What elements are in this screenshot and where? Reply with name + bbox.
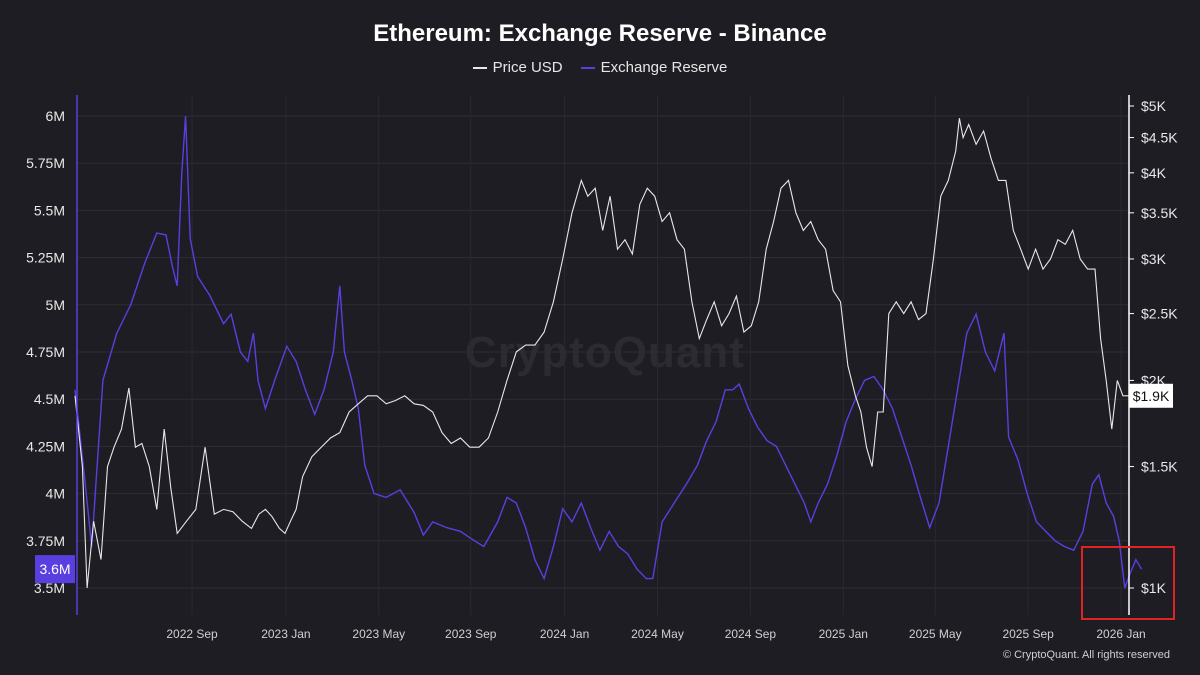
chart-title: Ethereum: Exchange Reserve - Binance [373,20,827,47]
grid-lines [77,95,1129,615]
x-tick-label: 2026 Jan [1096,627,1145,641]
left-tick-label: 6M [46,108,65,124]
highlight-annotation-box [1081,546,1175,620]
left-current-badge-label: 3.6M [39,561,70,577]
series-line-price-usd [74,118,1129,589]
right-tick-label: $4K [1141,165,1167,181]
left-tick-label: 3.75M [26,533,65,549]
right-tick-label: $2.5K [1141,306,1178,322]
copyright-notice: © CryptoQuant. All rights reserved [1002,649,1170,661]
series-line-exchange-reserve [74,115,1143,589]
x-tick-label: 2025 May [909,627,962,641]
left-tick-label: 5.75M [26,155,65,171]
legend-item-reserve[interactable]: Exchange Reserve [580,59,728,76]
left-tick-label: 5.25M [26,250,65,266]
left-tick-label: 3.5M [34,580,65,596]
x-tick-label: 2023 May [352,627,405,641]
left-tick-label: 5M [46,297,65,313]
x-axis-ticks: 2022 Sep 2023 Jan 2023 May 2023 Sep 2024 Jan… [166,627,1145,641]
chart-legend: Price USD Exchange Reserve [0,59,1200,76]
x-tick-label: 2022 Sep [166,627,218,641]
x-tick-label: 2025 Jan [819,627,868,641]
left-tick-label: 4.25M [26,438,65,454]
left-current-badge-bg [35,555,75,584]
left-axis-ticks: 6M 5.75M 5.5M 5.25M 5M 4.75M 4.5M 4.25M 4M 3.75M 3… [26,108,65,596]
x-tick-label: 2024 May [631,627,684,641]
legend-item-price[interactable]: Price USD [472,59,563,76]
left-tick-label: 4M [46,486,65,502]
right-tick-label: $1K [1141,580,1167,596]
x-tick-label: 2023 Sep [445,627,497,641]
x-tick-label: 2023 Jan [261,627,310,641]
right-tick-label: $3K [1141,251,1167,267]
right-tick-label: $3.5K [1141,205,1178,221]
legend-swatch-price [472,66,487,69]
left-tick-label: 5.5M [34,202,65,218]
right-tick-label: $5K [1141,98,1167,114]
right-current-value-badge: $1.9K [1129,383,1173,408]
legend-label-price: Price USD [492,59,563,76]
x-tick-label: 2024 Sep [725,627,777,641]
left-tick-label: 4.75M [26,344,65,360]
x-tick-label: 2025 Sep [1002,627,1054,641]
right-current-badge-bg [1129,383,1173,408]
left-tick-label: 4.5M [34,391,65,407]
right-tick-label: $4.5K [1141,130,1178,146]
right-axis-ticks: $5K$4.5K$4K$3.5K$3K$2.5K$2K$1.5K$1K [1129,98,1178,596]
right-tick-label: $1.5K [1141,459,1178,475]
x-tick-label: 2024 Jan [540,627,589,641]
right-current-badge-label: $1.9K [1133,388,1170,404]
legend-swatch-reserve [580,66,595,69]
legend-label-reserve: Exchange Reserve [600,59,728,76]
left-current-value-badge: 3.6M [35,555,75,584]
